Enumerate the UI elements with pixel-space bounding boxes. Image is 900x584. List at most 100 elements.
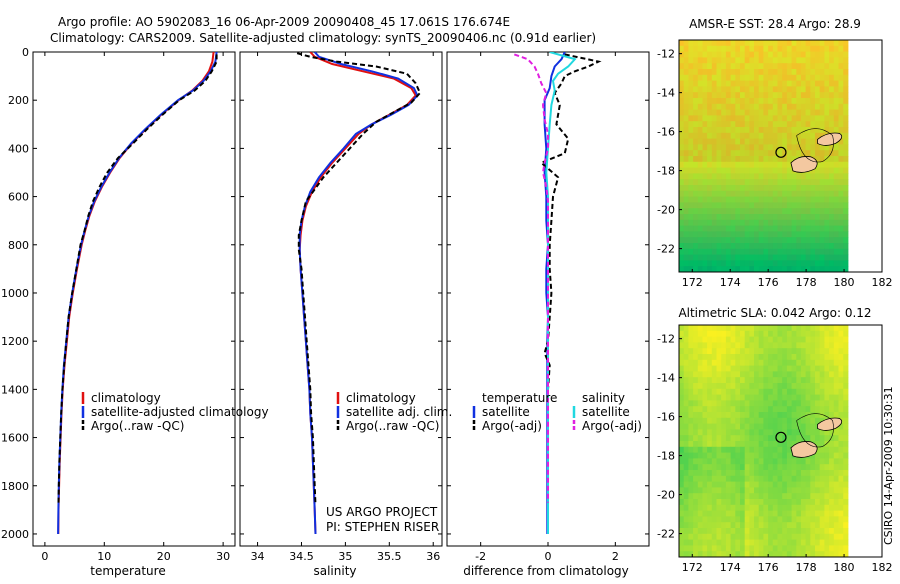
map-cell [782,63,788,70]
map-cell [758,406,764,413]
map-cell [843,266,849,272]
map-cell [796,394,802,401]
map-cell [824,103,830,111]
map-cell [735,383,741,390]
map-cell [711,196,717,203]
map-cell [735,475,741,483]
map-cell [744,551,750,557]
legend-label: Argo(-adj) [482,419,542,433]
map-cell [754,167,760,174]
x-tick-label: 182 [872,561,893,574]
map-cell [805,266,811,272]
map-cell [721,254,727,261]
map-cell [796,109,802,116]
map-cell [688,330,694,338]
map-cell [782,504,788,512]
map-cell [763,429,769,436]
map-cell [707,156,713,163]
map-cell [796,342,802,349]
map-cell [838,248,844,256]
map-cell [796,231,802,238]
map-cell [838,551,844,557]
map-cell [833,74,839,82]
map-cell [754,121,760,128]
map-cell [735,516,741,523]
map-cell [707,406,713,413]
map-cell [819,243,825,250]
map-cell [688,499,694,506]
map-cell [740,545,746,552]
map-cell [838,190,844,198]
map-cell [796,80,802,87]
map-cell [749,504,755,512]
map-cell [824,156,830,163]
map-cell [697,63,703,70]
y-tick-label: 2000 [1,528,29,541]
map-cell [824,551,830,557]
map-cell [833,127,839,134]
map-cell [810,522,816,529]
map-cell [838,138,844,145]
map-cell [716,45,722,53]
map-cell [725,330,732,338]
map-cell [810,243,816,250]
map-cell [711,383,717,390]
map-cell [730,417,736,425]
map-cell [805,348,811,355]
map-cell [679,446,685,454]
map-cell [711,325,717,332]
map-cell [824,98,830,105]
map-cell [805,69,811,76]
map-cell [688,394,694,401]
map-cell [772,74,778,82]
map-cell [683,342,689,349]
map-cell [702,92,708,99]
side-note: CSIRO 14-Apr-2009 10:30:31 [882,386,895,545]
map-cell [768,86,774,93]
map-cell [702,499,708,506]
map-cell [800,260,807,267]
map-cell [758,354,764,361]
map-cell [735,40,741,47]
map-cell [805,231,811,238]
map-cell [744,325,750,332]
map-cell [754,522,760,529]
map-cell [688,179,694,186]
map-cell [744,132,750,140]
map-cell [829,429,835,436]
map-cell [796,98,802,105]
map-cell [693,522,699,529]
map-cell [810,487,816,494]
map-cell [754,202,760,209]
map-cell [819,121,825,128]
map-cell [725,80,732,87]
map-cell [843,214,849,221]
map-cell [679,144,685,151]
map-cell [838,423,844,430]
map-cell [810,45,816,53]
map-cell [735,254,741,261]
map-cell [688,121,694,128]
map-cell [744,115,750,122]
map-cell [702,231,708,238]
map-cell [824,196,830,203]
map-cell [758,161,764,169]
map-cell [679,464,685,471]
map-cell [749,371,755,378]
map-cell [697,522,703,529]
map-cell [744,51,750,58]
map-cell [800,138,807,145]
map-cell [683,545,689,552]
map-cell [805,40,811,47]
map-cell [768,406,774,413]
x-tick-label: 34.5 [289,550,314,563]
map-cell [800,359,807,367]
map-cell [744,429,750,436]
map-cell [707,493,713,500]
map-cell [693,74,699,82]
map-cell [833,248,839,256]
map-cell [758,51,764,58]
map-cell [683,354,689,361]
map-cell [693,458,699,465]
map-cell [707,400,713,407]
